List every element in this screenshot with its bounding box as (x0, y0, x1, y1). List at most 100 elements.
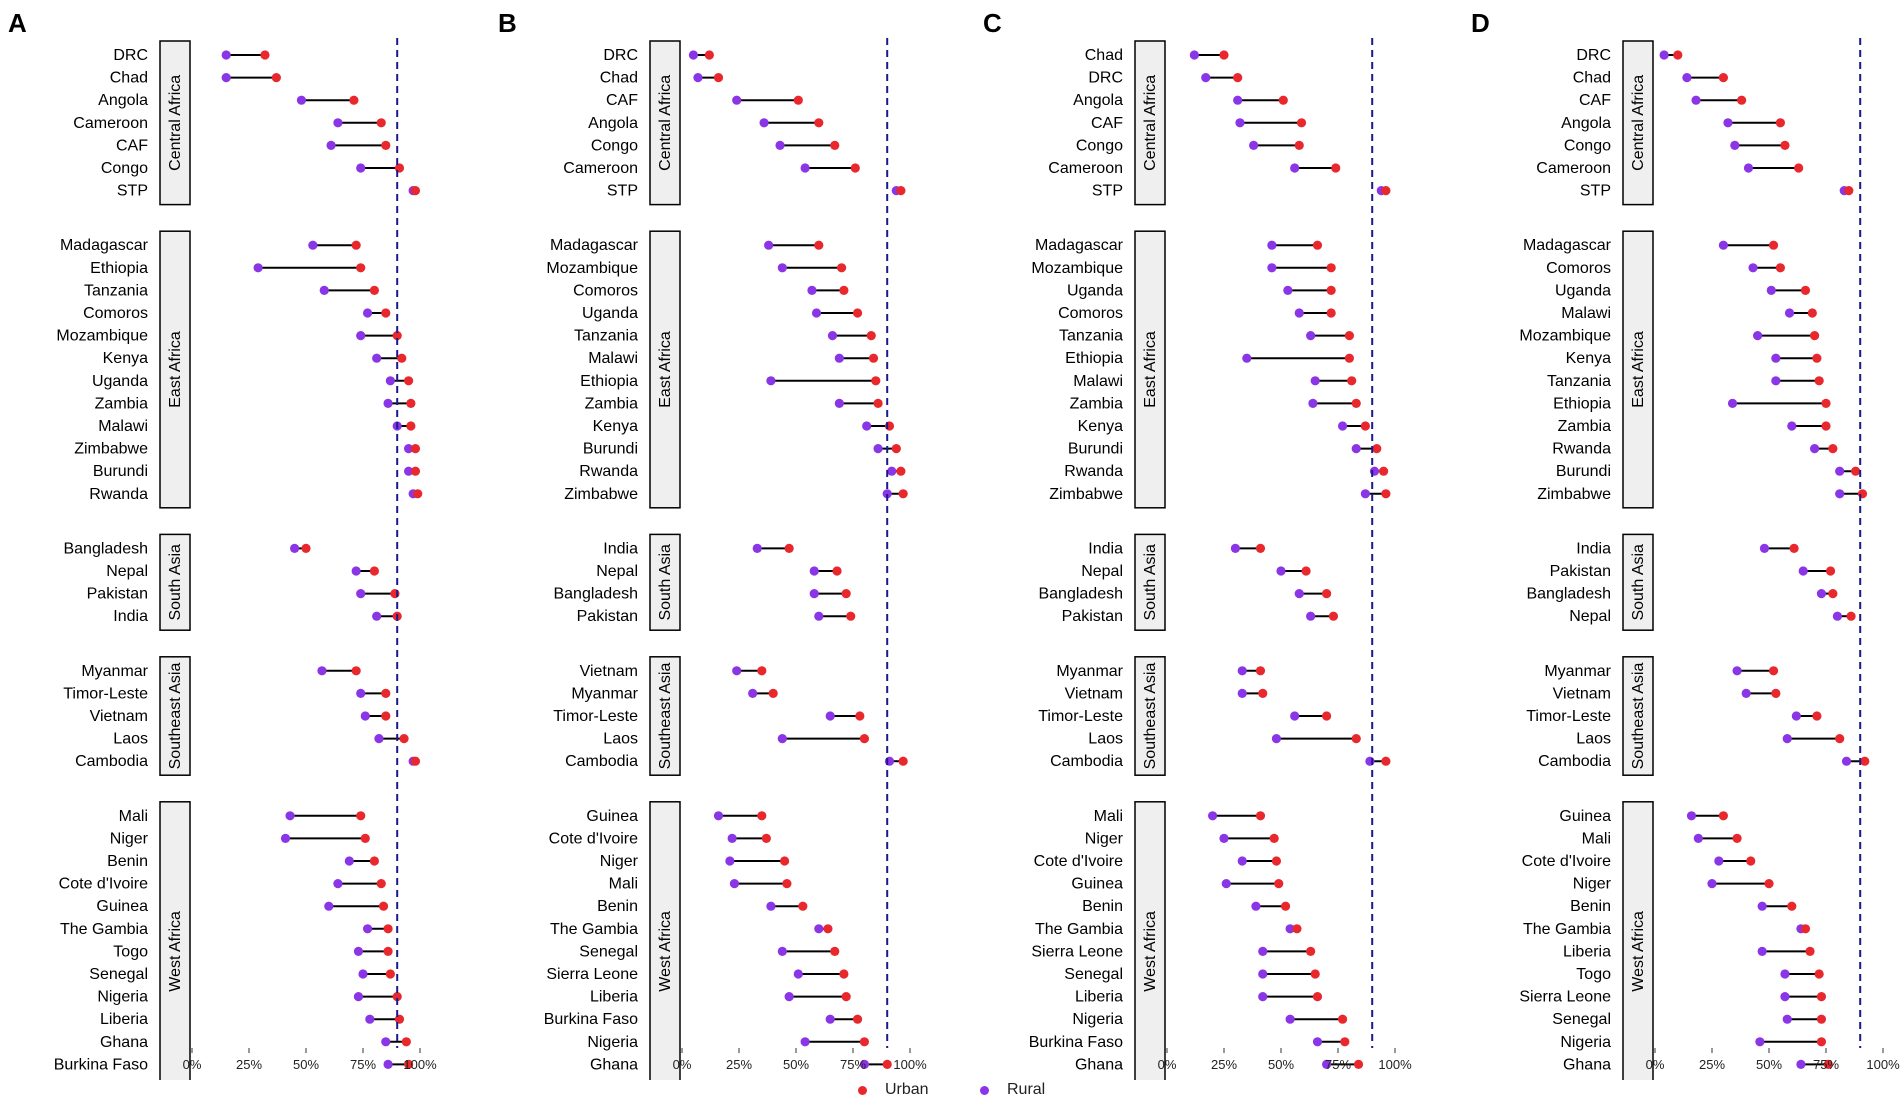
urban-point (1353, 1059, 1364, 1069)
country-label: Congo (1564, 137, 1611, 154)
urban-point (859, 1037, 870, 1047)
urban-point (1219, 50, 1229, 60)
country-label: DRC (113, 47, 148, 64)
x-tick-label: 100% (403, 1057, 437, 1072)
urban-point (852, 308, 863, 318)
urban-point (782, 879, 792, 889)
urban-point (852, 1014, 863, 1024)
x-tick-label: 50% (1268, 1057, 1294, 1072)
rural-point (1322, 1059, 1332, 1069)
urban-point (1347, 376, 1357, 386)
country-label: Timor-Leste (1526, 708, 1611, 725)
rural-point (732, 666, 742, 676)
country-label: DRC (603, 47, 638, 64)
urban-point (1344, 353, 1354, 363)
rural-point (1306, 611, 1316, 621)
country-label: CAF (1091, 115, 1123, 132)
rural-point (777, 734, 787, 744)
urban-point (798, 901, 808, 911)
region-label: Central Africa (657, 75, 674, 171)
region-label: Central Africa (167, 75, 184, 171)
country-label: Cameroon (73, 115, 148, 132)
urban-point (1768, 240, 1779, 250)
urban-point (1800, 285, 1811, 295)
rural-point (1771, 353, 1781, 363)
urban-point (376, 118, 386, 128)
urban-point (1360, 421, 1370, 431)
rural-point (1271, 734, 1282, 744)
urban-point (1794, 163, 1804, 173)
rural-point (1189, 50, 1199, 60)
rural-point (729, 879, 740, 889)
rural-point (372, 353, 382, 363)
rural-point (1258, 969, 1268, 979)
panel-b: B Central Africa DRC Chad CAF Angola Congo Came… (498, 8, 927, 1080)
rural-point (326, 140, 336, 150)
country-label: Cameroon (563, 160, 638, 177)
country-label: Ghana (1075, 1056, 1123, 1073)
rural-point (1285, 1014, 1295, 1024)
urban-point (784, 543, 794, 554)
country-label: Senegal (1552, 1011, 1611, 1028)
urban-point (1860, 756, 1870, 766)
urban-point (1851, 466, 1861, 476)
rural-point (1780, 992, 1790, 1002)
country-label: Senegal (579, 943, 638, 960)
urban-point (369, 566, 379, 576)
rural-point (317, 666, 327, 676)
rural-point (1693, 833, 1703, 844)
panel-label: B (498, 8, 517, 38)
country-label: Laos (1088, 731, 1123, 748)
country-label: Zambia (585, 395, 638, 412)
urban-point (1381, 186, 1391, 196)
urban-point (413, 489, 423, 499)
country-label: Togo (603, 1079, 638, 1080)
region-strip (1622, 656, 1654, 776)
country-label: Cote d'Ivoire (1522, 853, 1611, 870)
country-label: Mali (119, 808, 148, 825)
urban-point (381, 711, 391, 721)
rural-point (1237, 666, 1247, 676)
country-label: Mali (1582, 830, 1611, 847)
urban-point (1828, 444, 1838, 454)
urban-point (1372, 444, 1382, 454)
rural-point (1759, 543, 1770, 554)
region-label: South Asia (1630, 544, 1647, 621)
rural-point (1732, 666, 1742, 676)
urban-point (757, 666, 767, 676)
legend-rural-label: Rural (1007, 1081, 1046, 1098)
urban-point (866, 331, 876, 341)
panel-label: A (8, 8, 27, 38)
rural-point (365, 1014, 375, 1024)
urban-point (301, 543, 311, 554)
region-strip (159, 230, 191, 509)
rural-point (1219, 833, 1229, 844)
rural-point (1251, 901, 1261, 911)
panel-c: C Central Africa Chad DRC Angola CAF Congo Came… (983, 8, 1412, 1080)
rural-point (404, 466, 414, 476)
legend-urban-marker (858, 1085, 867, 1095)
urban-point (351, 666, 361, 676)
urban-point (1312, 240, 1323, 250)
country-label: Mozambique (1519, 328, 1611, 345)
country-label: Angola (98, 92, 148, 109)
region-label: East Africa (1630, 331, 1647, 408)
rural-point (1258, 946, 1268, 957)
rural-point (1798, 566, 1808, 576)
rural-point (404, 444, 414, 454)
rural-point (319, 285, 329, 295)
urban-point (1814, 969, 1824, 979)
region-strip (1622, 230, 1654, 509)
urban-point (1280, 901, 1291, 911)
urban-point (401, 1037, 411, 1047)
rural-point (834, 398, 844, 408)
country-label: Pakistan (1550, 563, 1611, 580)
rural-point (732, 95, 742, 105)
country-label: Sierra Leone (1031, 943, 1123, 960)
country-label: Myanmar (81, 663, 148, 680)
country-label: Vietnam (1553, 685, 1611, 702)
urban-point (260, 50, 270, 60)
country-label: Uganda (582, 305, 638, 322)
rural-point (1780, 969, 1790, 979)
country-label: Benin (107, 853, 148, 870)
